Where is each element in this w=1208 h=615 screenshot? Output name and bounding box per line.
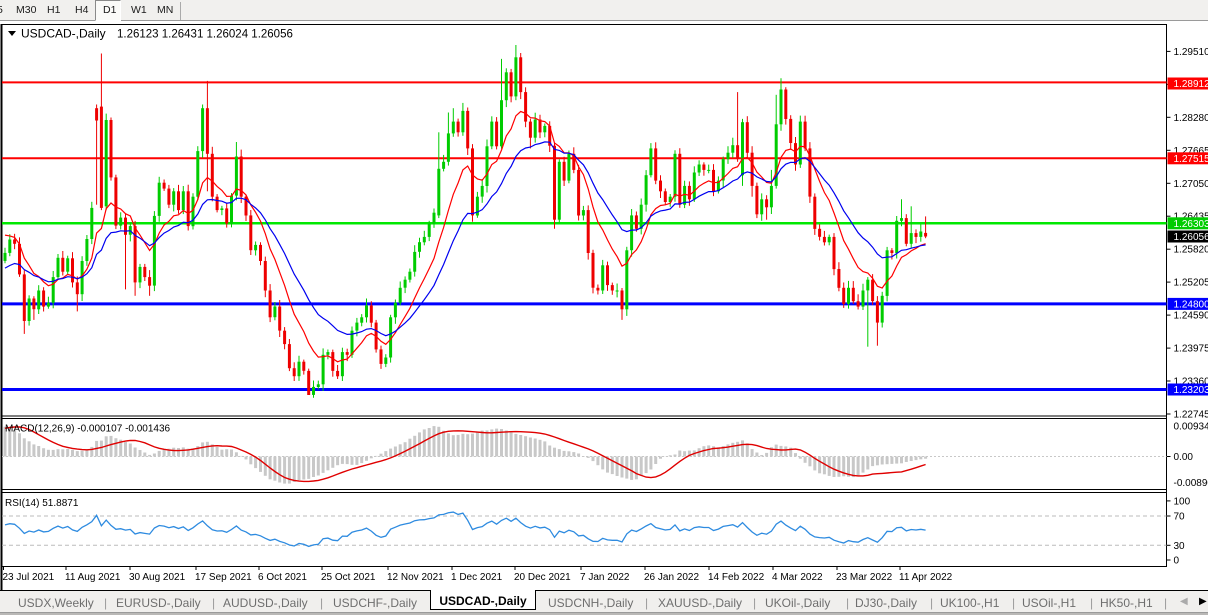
svg-text:1.26056: 1.26056 [1174,232,1208,243]
svg-text:1.24590: 1.24590 [1174,311,1208,322]
svg-text:14 Feb 2022: 14 Feb 2022 [708,572,765,583]
svg-text:1.23360: 1.23360 [1174,377,1208,388]
svg-text:4 Mar 2022: 4 Mar 2022 [772,572,823,583]
svg-text:0.009345: 0.009345 [1174,422,1208,433]
svg-text:1.23975: 1.23975 [1174,344,1208,355]
svg-text:0.00: 0.00 [1174,452,1194,463]
svg-text:17 Sep 2021: 17 Sep 2021 [195,572,252,583]
svg-text:1.28280: 1.28280 [1174,113,1208,124]
svg-text:23 Mar 2022: 23 Mar 2022 [836,572,893,583]
svg-text:1.26303: 1.26303 [1174,219,1208,230]
svg-text:USDCAD-,Daily: USDCAD-,Daily [21,27,106,41]
svg-text:12 Nov 2021: 12 Nov 2021 [387,572,444,583]
svg-text:23 Jul 2021: 23 Jul 2021 [3,572,55,583]
svg-text:20 Dec 2021: 20 Dec 2021 [514,572,571,583]
svg-text:-0.008902: -0.008902 [1174,478,1208,489]
svg-text:1.24800: 1.24800 [1174,299,1208,310]
svg-text:30 Aug 2021: 30 Aug 2021 [129,572,186,583]
svg-text:MACD(12,26,9) -0.000107 -0.001: MACD(12,26,9) -0.000107 -0.001436 [5,424,171,435]
svg-text:7 Jan 2022: 7 Jan 2022 [580,572,630,583]
svg-text:6 Oct 2021: 6 Oct 2021 [258,572,307,583]
svg-text:11 Aug 2021: 11 Aug 2021 [65,572,121,583]
svg-text:1.25820: 1.25820 [1174,245,1208,256]
svg-text:70: 70 [1174,512,1186,523]
svg-text:30: 30 [1174,541,1186,552]
svg-text:1.27050: 1.27050 [1174,179,1208,190]
svg-text:1.26435: 1.26435 [1174,212,1208,223]
svg-text:1 Dec 2021: 1 Dec 2021 [451,572,503,583]
svg-text:1.22745: 1.22745 [1174,410,1208,421]
svg-text:11 Apr 2022: 11 Apr 2022 [899,572,953,583]
svg-text:1.27515: 1.27515 [1174,154,1208,165]
svg-text:1.26123 1.26431 1.26024 1.2605: 1.26123 1.26431 1.26024 1.26056 [117,29,293,41]
svg-text:1.29510: 1.29510 [1174,47,1208,58]
svg-text:26 Jan 2022: 26 Jan 2022 [644,572,699,583]
svg-text:1.28912: 1.28912 [1174,79,1208,90]
svg-text:0: 0 [1174,556,1180,567]
svg-text:1.25205: 1.25205 [1174,278,1208,289]
svg-text:25 Oct 2021: 25 Oct 2021 [321,572,376,583]
svg-text:1.27665: 1.27665 [1174,146,1208,157]
svg-text:1.23203: 1.23203 [1174,385,1208,396]
svg-text:100: 100 [1174,496,1191,507]
svg-text:RSI(14) 51.8871: RSI(14) 51.8871 [5,498,79,509]
